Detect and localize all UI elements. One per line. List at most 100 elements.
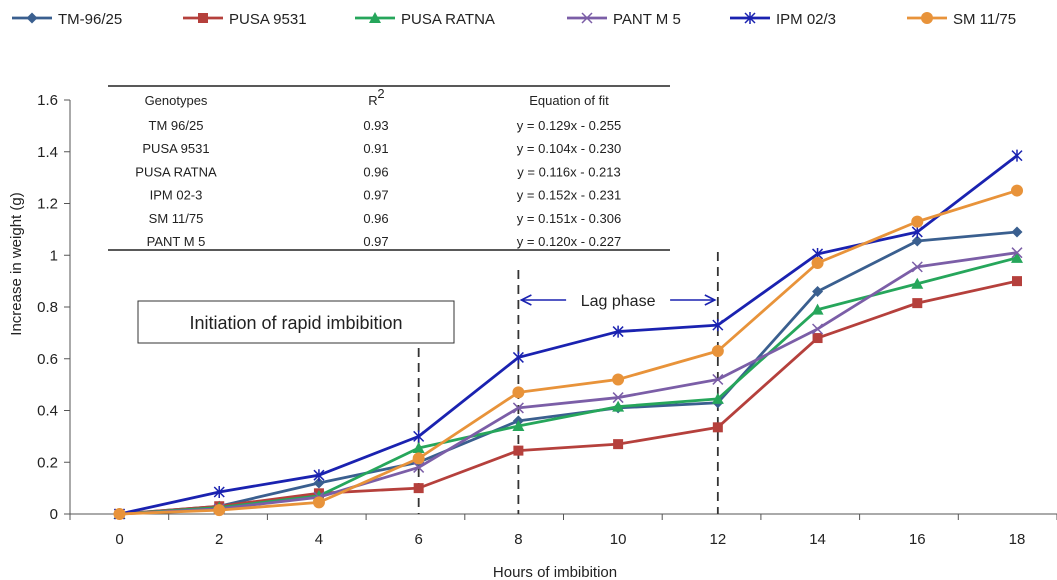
- legend-label: PUSA RATNA: [401, 11, 495, 28]
- data-point: [612, 373, 625, 386]
- series-tm-96-25: [114, 226, 1023, 520]
- axes: 0 0.2 0.4 0.6 0.8 1 1.2 1.4 1.6 0 2 4 6 8 10 12 14 16 18: [37, 92, 1057, 548]
- y-tick-label: 1.2: [37, 196, 58, 213]
- data-point: [911, 225, 923, 238]
- data-point: [712, 422, 723, 433]
- table-cell: y = 0.152x - 0.231: [517, 188, 621, 203]
- data-point: [711, 392, 724, 404]
- table-cell: PANT M 5: [147, 234, 206, 249]
- lag-phase-label: Lag phase: [581, 293, 656, 310]
- legend-item: TM-96/25: [12, 11, 122, 28]
- data-point: [312, 496, 325, 509]
- table-cell: PUSA RATNA: [135, 164, 217, 179]
- data-point: [412, 452, 425, 465]
- lag-arrowhead-right: [704, 294, 717, 306]
- data-point: [1011, 184, 1023, 197]
- annotations: Initiation of rapid imbibition Lag phase: [137, 252, 719, 514]
- series-line: [119, 279, 1018, 516]
- table-cell: 0.91: [363, 141, 388, 156]
- x-tick-label: 16: [909, 531, 926, 548]
- table-cell: TM 96/25: [149, 118, 204, 133]
- table-cell: 0.97: [363, 234, 388, 249]
- data-point: [1012, 276, 1022, 287]
- x-tick-label: 8: [514, 531, 522, 548]
- series-line: [119, 251, 1018, 516]
- x-tick-label: 12: [709, 531, 726, 548]
- x-axis-title: Hours of imbibition: [493, 564, 617, 580]
- legend-label: SM 11/75: [953, 11, 1016, 28]
- data-point: [911, 277, 924, 289]
- table-cell: 0.93: [363, 118, 388, 133]
- y-tick-label: 0: [50, 506, 58, 523]
- table-header-equation: Equation of fit: [529, 93, 609, 108]
- y-tick-label: 0.4: [37, 403, 58, 420]
- data-point: [911, 215, 924, 228]
- series-line: [119, 189, 1018, 516]
- table-cell: y = 0.104x - 0.230: [517, 141, 621, 156]
- x-tick-label: 18: [1009, 531, 1026, 548]
- legend-label: PUSA 9531: [229, 11, 307, 28]
- data-point: [512, 386, 525, 399]
- data-point: [911, 235, 923, 247]
- table-cell: y = 0.151x - 0.306: [517, 211, 621, 226]
- data-point: [581, 12, 593, 24]
- x-tick-label: 2: [215, 531, 223, 548]
- series-layer: [113, 149, 1023, 520]
- legend-label: IPM 02/3: [776, 11, 836, 28]
- data-point: [313, 477, 325, 489]
- legend-item: IPM 02/3: [730, 11, 836, 28]
- data-point: [712, 373, 724, 385]
- data-point: [712, 319, 724, 332]
- data-point: [198, 13, 208, 23]
- table-cell: IPM 02-3: [150, 188, 203, 203]
- table-cell: 0.96: [363, 164, 388, 179]
- table-cell: y = 0.129x - 0.255: [517, 118, 621, 133]
- table-cell: PUSA 9531: [142, 141, 209, 156]
- table-cell: y = 0.116x - 0.213: [517, 164, 620, 179]
- legend: TM-96/25 PUSA 9531 PUSA RATNA PANT M 5 IPM 0…: [12, 11, 1016, 28]
- data-point: [413, 430, 425, 443]
- data-point: [1011, 149, 1023, 162]
- x-tick-label: 14: [809, 531, 826, 548]
- data-point: [1011, 251, 1023, 263]
- table-header-r-squared: R: [368, 93, 377, 108]
- series-line: [119, 230, 1018, 516]
- legend-item: SM 11/75: [907, 11, 1016, 28]
- data-point: [512, 351, 524, 364]
- table-cell: 0.96: [363, 211, 388, 226]
- data-point: [513, 445, 524, 456]
- series-sm-11-75: [113, 184, 1023, 520]
- data-point: [313, 469, 325, 482]
- y-tick-label: 1: [50, 247, 58, 264]
- data-point: [613, 439, 624, 450]
- data-point: [612, 325, 624, 338]
- lag-arrowhead-left: [519, 294, 532, 306]
- data-point: [812, 285, 824, 297]
- data-point: [612, 392, 624, 404]
- data-point: [213, 486, 225, 499]
- data-point: [412, 442, 425, 454]
- data-point: [512, 402, 524, 414]
- data-point: [413, 483, 424, 494]
- x-tick-label: 10: [610, 531, 627, 548]
- legend-item: PUSA 9531: [183, 11, 307, 28]
- table-header-genotypes: Genotypes: [145, 93, 208, 108]
- data-point: [812, 323, 824, 335]
- data-point: [921, 12, 933, 24]
- table-header-r-squared-exponent: 2: [377, 86, 384, 101]
- x-tick-label: 0: [115, 531, 123, 548]
- y-tick-label: 1.6: [37, 92, 58, 109]
- data-point: [811, 303, 824, 315]
- x-tick-label: 6: [414, 531, 422, 548]
- legend-label: TM-96/25: [58, 11, 122, 28]
- data-point: [1011, 247, 1023, 259]
- data-point: [711, 344, 724, 357]
- data-point: [413, 461, 425, 473]
- y-tick-label: 1.4: [37, 144, 58, 161]
- legend-label: PANT M 5: [613, 11, 681, 28]
- y-axis-title: Increase in weight (g): [8, 192, 25, 335]
- y-tick-label: 0.8: [37, 299, 58, 316]
- x-tick-label: 4: [315, 531, 323, 548]
- data-point: [811, 257, 824, 270]
